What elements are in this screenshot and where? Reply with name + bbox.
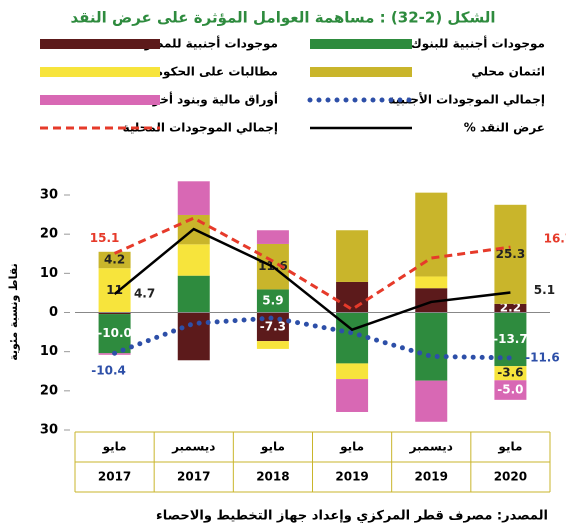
bar-segment — [415, 380, 448, 422]
data-label: -13.7 — [493, 332, 528, 346]
x-tick-label: 2019 — [415, 470, 448, 484]
bar-segment — [177, 244, 210, 276]
y-axis-label: نقاط ونسبة مئوية — [7, 263, 20, 361]
x-tick-label: 2020 — [494, 470, 527, 484]
legend-swatch — [40, 95, 160, 105]
data-label: 5.9 — [262, 293, 283, 307]
x-tick-label: 2019 — [335, 470, 368, 484]
bar-segment — [494, 303, 527, 313]
chart-title: الشكل (2-32) : مساهمة العوامل المؤثرة عل… — [70, 9, 495, 27]
legend-label: ائتمان محلي — [471, 65, 545, 79]
data-label: 2.2 — [500, 301, 521, 315]
bar-segment — [177, 312, 210, 361]
bar-segment — [98, 268, 131, 313]
legend-swatch — [40, 39, 160, 49]
x-tick-label: مايو — [260, 440, 285, 455]
bar-segment — [415, 312, 448, 381]
legend-swatch — [40, 67, 160, 77]
bar-segment — [415, 276, 448, 289]
data-label: -5.0 — [497, 383, 523, 397]
data-label: 4.2 — [104, 253, 125, 267]
data-label: -10.0 — [97, 326, 132, 340]
bar-segment — [98, 312, 131, 315]
legend-label: عرض النقد % — [464, 121, 545, 135]
y-tick-label: 30 — [40, 423, 58, 438]
y-tick-label: 10 — [40, 344, 58, 359]
bar-segment — [177, 275, 210, 313]
x-tick-label: مايو — [102, 440, 127, 455]
bar-segment — [494, 380, 527, 400]
data-label: -3.6 — [497, 366, 523, 380]
line-series — [113, 216, 511, 312]
y-tick-label: 10 — [40, 266, 58, 281]
bar-segment — [415, 192, 448, 277]
legend-label: إجمالي الموجودات الأجنبية — [388, 92, 545, 108]
source: المصدر: مصرف قطر المركزي وإعداد جهاز الت… — [156, 509, 548, 524]
data-label: -11.6 — [525, 350, 560, 364]
bar-segment — [336, 379, 369, 412]
x-tick-label: 2017 — [98, 470, 131, 484]
x-tick-label: ديسمبر — [409, 440, 453, 454]
legend-swatch — [310, 39, 412, 49]
legend-label: إجمالي الموجودات المحلية — [123, 121, 278, 136]
bar-segment — [256, 341, 289, 349]
x-tick-label: 2018 — [256, 470, 289, 484]
legend-label: أوراق مالية وبنود أخرى — [142, 92, 278, 108]
bar-segment — [256, 289, 289, 313]
bar-segment — [256, 230, 289, 244]
bar-segment — [98, 314, 131, 354]
y-tick-label: 0 — [49, 305, 58, 320]
data-label: 25.3 — [496, 247, 526, 261]
data-label: -7.3 — [260, 319, 286, 333]
bar-segment — [494, 366, 527, 381]
legend-label: موجودات أجنبية للبنوك — [411, 36, 545, 52]
bar-segment — [336, 230, 369, 282]
legend-swatch — [310, 67, 412, 77]
x-tick-label: مايو — [497, 440, 522, 455]
x-tick-label: ديسمبر — [171, 440, 215, 454]
x-tick-label: 2017 — [177, 470, 210, 484]
data-label: 11 — [106, 283, 123, 297]
line-series — [113, 227, 511, 332]
bar-segment — [336, 281, 369, 313]
data-label: -10.4 — [91, 364, 126, 378]
x-tick-label: مايو — [339, 440, 364, 455]
y-tick-label: 30 — [40, 188, 58, 203]
y-tick-label: 20 — [40, 383, 58, 398]
data-label: 4.7 — [134, 287, 155, 301]
data-label: 5.1 — [534, 283, 555, 297]
bar-segment — [336, 363, 369, 380]
line-series — [112, 315, 513, 361]
bar-segment — [177, 181, 210, 215]
data-label: 16.7 — [544, 232, 566, 246]
data-label: 15.1 — [90, 231, 120, 245]
bar-segment — [98, 251, 131, 269]
y-tick-label: 20 — [40, 227, 58, 242]
legend-label: موجودات أجنبية للمصرف — [131, 36, 278, 52]
legend-label: مطالبات على الحكومة — [148, 65, 278, 80]
bar-segment — [494, 204, 527, 304]
